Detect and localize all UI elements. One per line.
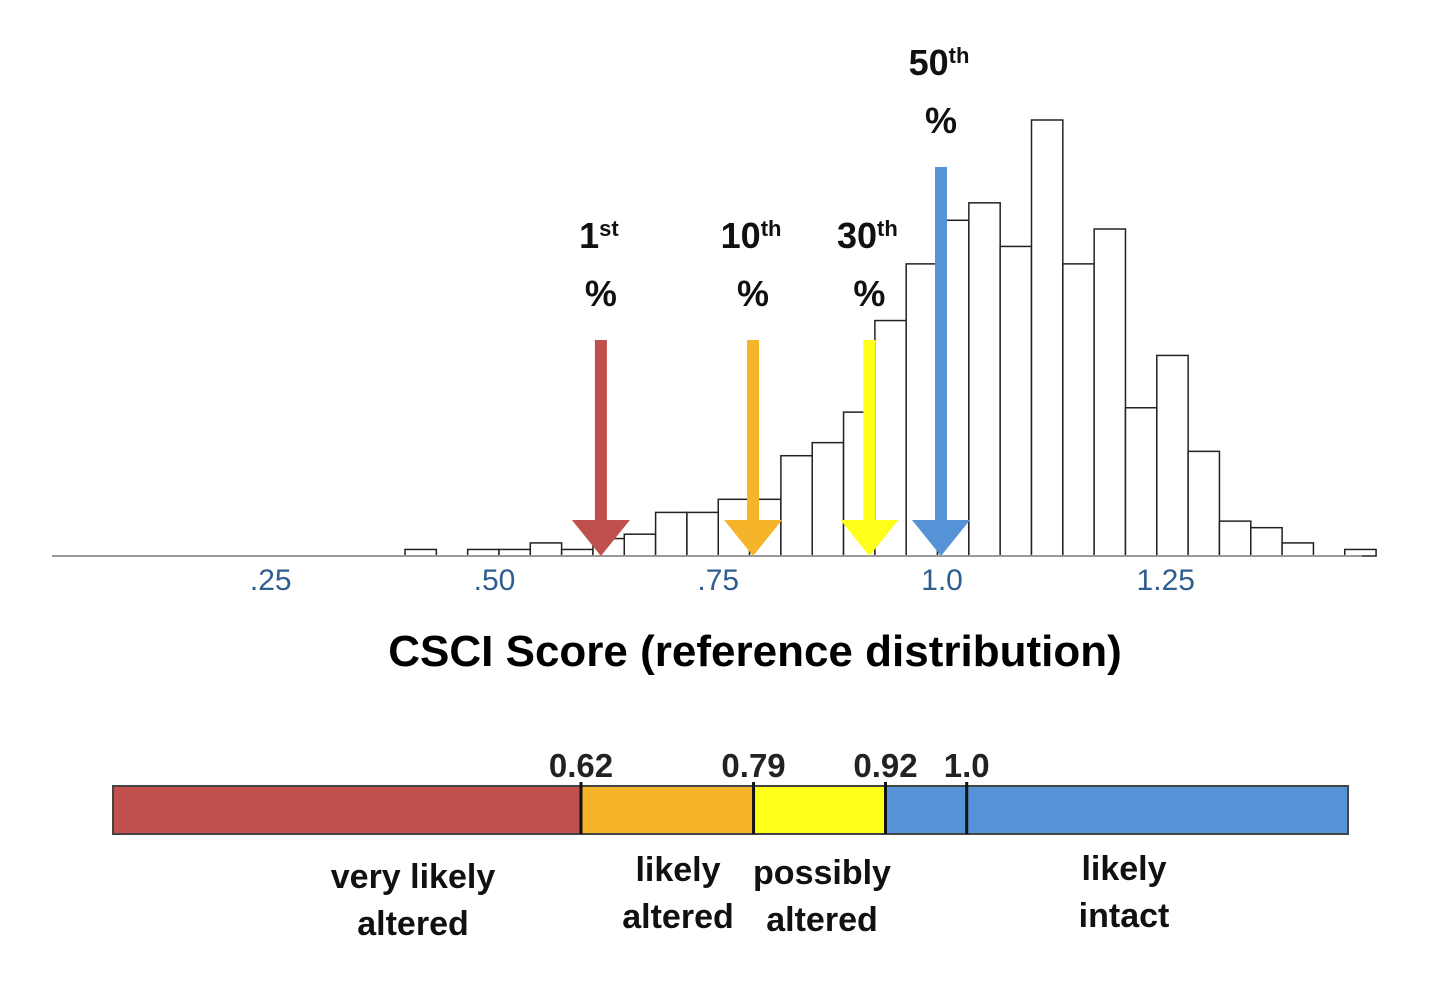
scale-segment-1 [113,786,581,834]
category-label-3-line-1: possibly [753,854,891,892]
percentile-rank-label-10: 10th [721,215,782,256]
histogram-bar-13 [811,441,845,557]
histogram-bar-22 [1093,228,1127,557]
category-label-1-line-2: altered [357,905,469,943]
histogram-bar-18 [968,202,1001,557]
category-label-2-line-2: altered [622,898,734,936]
histogram-bar-12 [780,454,813,557]
category-scale-bar: 0.62 0.79 0.92 1.0 very likely altered likely a… [112,747,1349,943]
percentile-sign-label-50: % [925,100,957,141]
scale-segment-3 [753,786,886,834]
percentile-arrow-shaft-30 [863,340,876,522]
x-axis: .25 .50 .75 1.0 1.25 [52,555,1362,597]
threshold-label-3: 0.92 [853,747,917,784]
percentile-marker-30: 30th% [837,215,899,556]
histogram-bar-24 [1156,354,1189,557]
threshold-label-1: 0.62 [549,747,613,784]
histogram-bar-7 [623,533,657,557]
percentile-suffix: th [877,216,898,241]
percentile-arrow-head-10 [724,520,783,556]
category-label-5-line-2: intact [1079,897,1170,935]
percentile-marker-50: 50th% [909,42,970,556]
histogram-bar-28 [1281,542,1315,557]
histogram-bar-8 [654,511,688,557]
percentile-suffix: th [761,216,782,241]
percentile-marker-1: 1st% [571,215,630,556]
x-axis-title: CSCI Score (reference distribution) [388,627,1121,676]
percentile-suffix: th [949,43,970,68]
category-label-2-line-1: likely [635,851,720,889]
percentile-sign-label-30: % [853,273,885,314]
category-label-3-line-2: altered [766,901,878,939]
x-tick-label-3: .75 [697,564,739,597]
percentile-rank-label-30: 30th [837,215,898,256]
threshold-label-2: 0.79 [721,747,785,784]
histogram-bar-21 [1062,263,1095,557]
percentile-rank-label-50: 50th [909,42,970,83]
histogram-bar-26 [1218,520,1252,557]
x-tick-label-4: 1.0 [921,564,963,597]
percentile-arrow-shaft-50 [935,167,947,522]
percentile-sign-label-10: % [737,273,769,314]
percentile-arrow-head-30 [840,520,899,556]
percentile-number: 30 [837,215,877,256]
percentile-rank-label-1: 1st [579,215,619,256]
category-label-5-line-1: likely [1081,850,1166,888]
x-tick-label-5: 1.25 [1137,564,1195,597]
histogram-bar-19 [999,245,1033,557]
scale-segment-2 [581,786,754,834]
percentile-arrow-shaft-10 [747,340,760,522]
percentile-number: 50 [909,42,949,83]
histogram-bar-27 [1250,526,1283,557]
x-tick-label-1: .25 [250,564,292,597]
histogram-bar-25 [1187,450,1221,557]
category-label-1-line-1: very likely [331,858,496,896]
histogram-bar-16 [905,263,939,557]
percentile-arrow-head-1 [571,520,630,556]
histogram-bars [404,119,1377,557]
percentile-number: 1 [579,215,599,256]
percentile-arrow-head-50 [912,520,970,556]
threshold-label-4: 1.0 [944,747,990,784]
histogram-bar-23 [1124,407,1158,557]
x-tick-label-2: .50 [474,564,516,597]
histogram-bar-4 [529,542,563,557]
scale-segment-5 [966,786,1348,834]
scale-bar-outline [112,785,1349,835]
scale-segment-4 [885,786,967,834]
percentile-marker-10: 10th% [721,215,783,556]
percentile-arrow-shaft-1 [594,340,607,522]
percentile-suffix: st [599,216,619,241]
percentile-number: 10 [721,215,761,256]
percentile-arrows: 1st%10th%30th%50th% [571,42,970,556]
histogram-bar-20 [1030,119,1064,557]
percentile-sign-label-1: % [585,273,617,314]
histogram-bar-9 [686,511,719,557]
